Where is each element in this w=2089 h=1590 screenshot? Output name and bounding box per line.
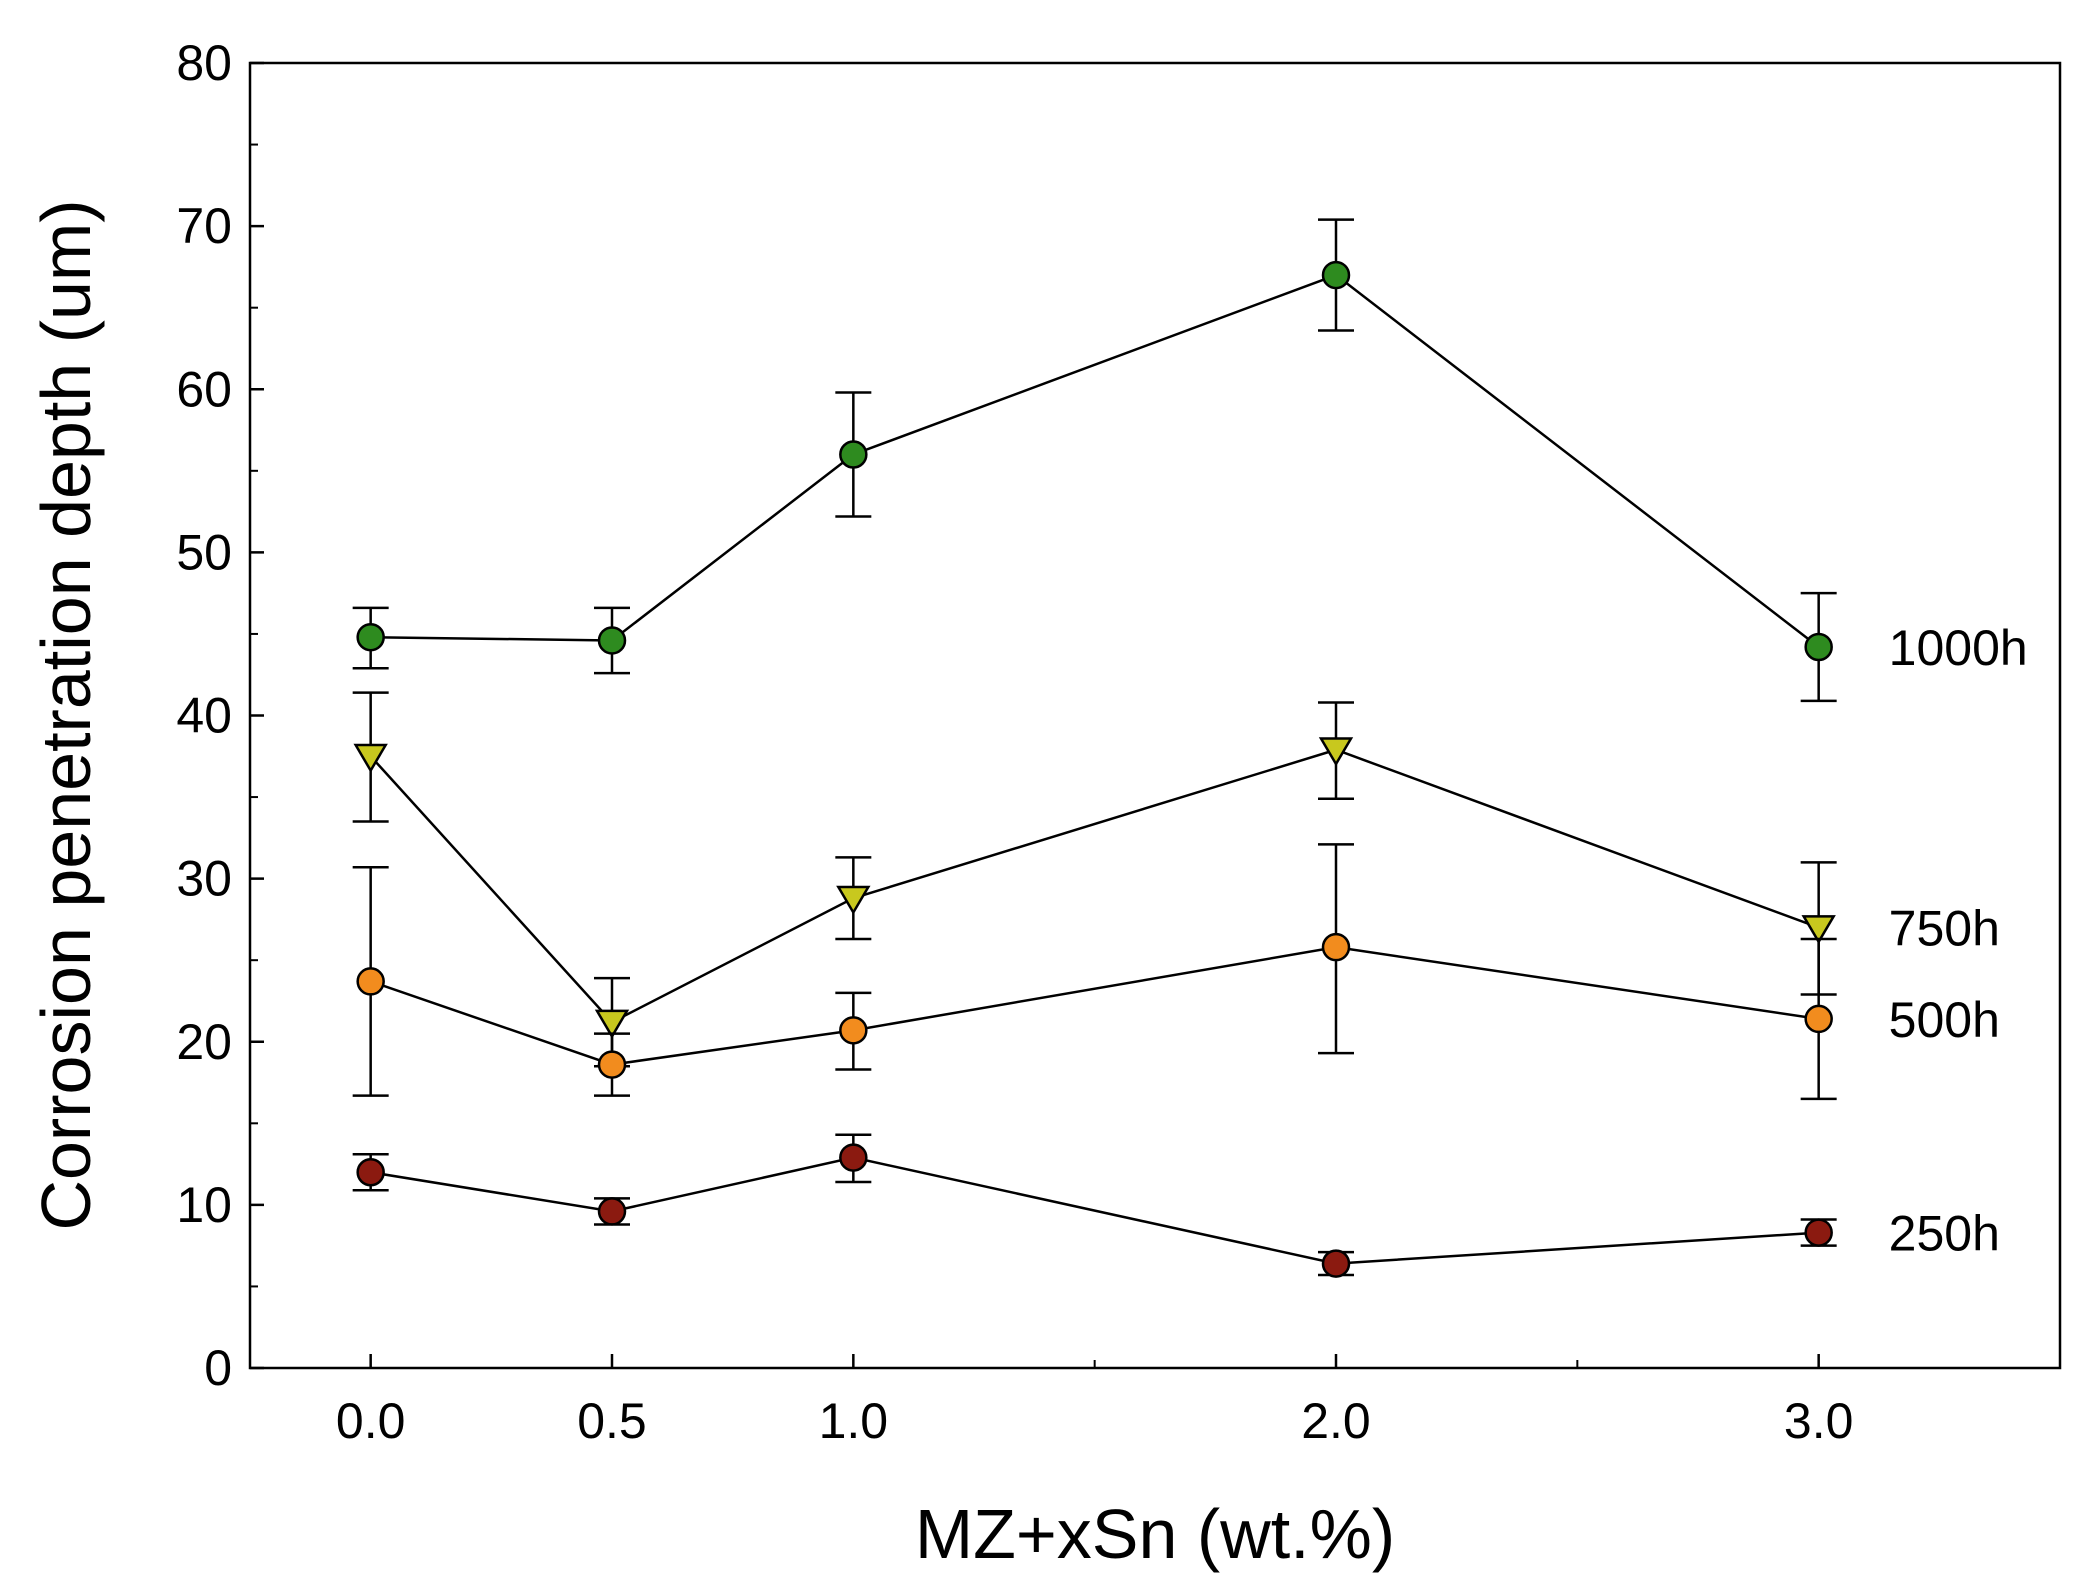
data-point — [594, 1009, 630, 1039]
series-1000h: 1000h — [352, 218, 2028, 703]
x-tick-label: 1.0 — [819, 1393, 889, 1449]
y-tick-label: 0 — [204, 1340, 232, 1396]
x-tick-label: 2.0 — [1301, 1393, 1371, 1449]
series-line — [370, 273, 1820, 648]
data-point — [356, 967, 385, 996]
data-point — [1321, 260, 1351, 290]
data-point — [597, 626, 627, 655]
series-250h: 250h — [352, 1133, 2000, 1278]
y-axis-title: Corrosion penetration depth (um) — [27, 199, 105, 1230]
x-tick-label: 0.0 — [336, 1393, 406, 1449]
y-tick-label: 10 — [176, 1177, 232, 1233]
x-tick-label: 0.5 — [577, 1393, 647, 1449]
data-point — [1321, 1249, 1351, 1278]
plot-frame — [248, 61, 2062, 1370]
series-line — [369, 748, 1820, 1024]
y-axis: 0 10 20 30 40 50 60 70 80 — [176, 35, 264, 1396]
data-point — [1801, 915, 1836, 945]
data-point — [839, 1016, 868, 1045]
series-line — [370, 1156, 1819, 1265]
y-tick-label: 50 — [176, 524, 232, 580]
y-tick-label: 70 — [176, 198, 232, 254]
x-axis-title: MZ+xSn (wt.%) — [915, 1495, 1395, 1573]
y-tick-label: 30 — [176, 851, 232, 907]
series-750h: 750h — [352, 691, 2000, 1068]
series-line — [370, 945, 1819, 1066]
data-point — [597, 1050, 627, 1079]
data-point — [1804, 632, 1833, 662]
data-point — [356, 1158, 385, 1187]
data-point — [1321, 932, 1351, 962]
y-tick-label: 60 — [176, 361, 232, 417]
series-label: 500h — [1889, 992, 2000, 1048]
y-tick-label: 20 — [176, 1014, 232, 1070]
data-point — [356, 622, 385, 652]
x-axis: 0.0 0.5 1.0 2.0 3.0 — [336, 1354, 2061, 1449]
data-point — [353, 743, 388, 773]
data-point — [839, 440, 868, 469]
data-point — [839, 1143, 868, 1172]
series-label: 750h — [1889, 901, 2000, 957]
data-point — [1804, 1004, 1833, 1034]
data-point — [597, 1197, 627, 1226]
series-layer: 1000h 750h 500h 250h — [352, 218, 2028, 1278]
x-tick-label: 3.0 — [1784, 1393, 1854, 1449]
y-tick-label: 80 — [176, 35, 232, 91]
data-point — [1318, 737, 1354, 767]
series-label: 250h — [1889, 1206, 2000, 1262]
series-label: 1000h — [1889, 620, 2028, 676]
data-point — [836, 885, 871, 915]
y-tick-label: 40 — [176, 688, 232, 744]
data-point — [1804, 1218, 1833, 1247]
series-500h: 500h — [352, 843, 2000, 1101]
